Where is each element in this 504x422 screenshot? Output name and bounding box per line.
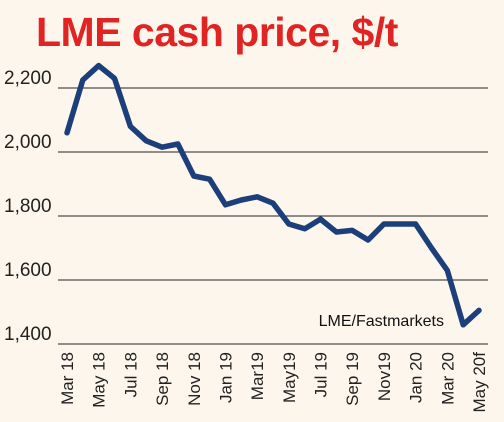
y-tick-label: 2,000	[4, 132, 52, 153]
data-point	[270, 200, 276, 206]
x-tick-label: Nov 18	[185, 352, 204, 406]
data-point	[223, 202, 228, 208]
data-point	[286, 221, 292, 227]
x-tick-label: Sep 19	[343, 352, 362, 406]
x-tick-label: Jan 19	[216, 352, 235, 403]
x-tick-label: Mar 20	[438, 352, 457, 405]
y-axis-ticks: 1,400 1,600 1,800 2,000 2,200	[4, 68, 52, 345]
x-tick-label: May 18	[90, 352, 109, 408]
x-tick-label: Mar19	[248, 352, 267, 400]
data-point	[127, 124, 133, 129]
data-point	[413, 221, 419, 227]
source-label: LME/Fastmarkets	[319, 313, 444, 330]
data-point	[96, 63, 102, 68]
x-tick-label: May 20f	[470, 352, 489, 413]
y-tick-label: 1,800	[4, 196, 52, 217]
x-tick-label: May19	[280, 352, 299, 403]
data-point	[175, 141, 181, 147]
data-point	[207, 176, 213, 182]
x-tick-label: Jul 18	[121, 352, 140, 397]
price-line	[64, 62, 482, 328]
x-tick-label: Nov19	[375, 352, 394, 401]
data-point	[112, 76, 117, 81]
data-point	[444, 268, 450, 273]
chart-title: LME cash price, $/t	[36, 9, 398, 55]
x-tick-label: Jul 19	[312, 352, 331, 397]
data-point	[143, 138, 149, 144]
y-tick-label: 1,400	[4, 324, 52, 345]
data-point	[191, 173, 197, 179]
x-tick-label: Sep 18	[153, 352, 172, 406]
data-point	[397, 221, 403, 227]
gridlines	[58, 87, 488, 345]
data-point	[64, 130, 70, 136]
data-point	[333, 229, 339, 235]
data-point	[365, 237, 371, 243]
x-axis-ticks: Mar 18 May 18 Jul 18 Sep 18 Nov 18 Jan 19 Mar1…	[58, 352, 489, 413]
series-line-group	[64, 62, 482, 328]
data-point	[302, 226, 308, 232]
data-point	[476, 308, 482, 313]
data-point	[80, 77, 86, 83]
data-point	[381, 221, 387, 227]
data-point	[429, 245, 434, 251]
y-tick-label: 2,200	[4, 68, 52, 89]
data-point	[460, 322, 466, 328]
data-point	[159, 144, 165, 150]
x-tick-label: Mar 18	[58, 352, 77, 405]
data-point	[318, 216, 323, 222]
data-point	[349, 228, 355, 233]
y-tick-label: 1,600	[4, 260, 52, 281]
data-point	[254, 194, 260, 200]
data-point	[238, 197, 244, 203]
x-tick-label: Jan 20	[407, 352, 426, 403]
